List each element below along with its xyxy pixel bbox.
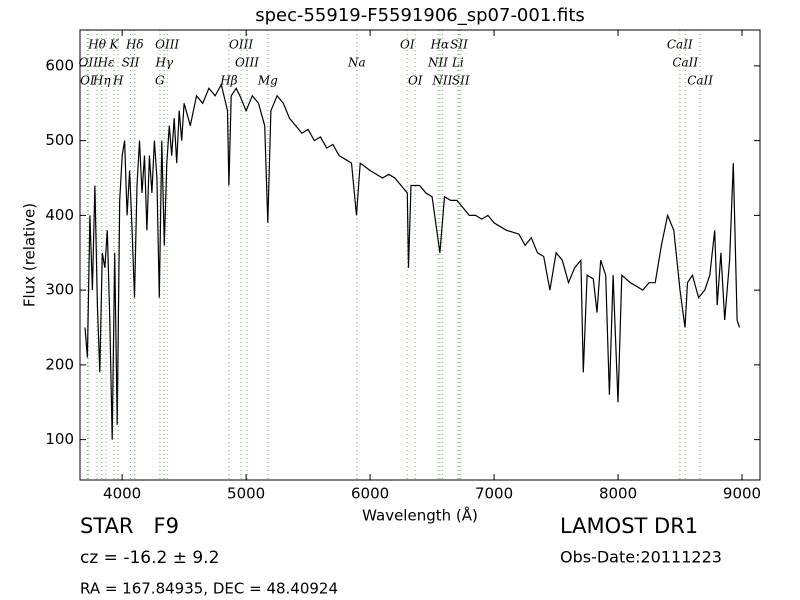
- spectral-line-label: OIII: [235, 56, 259, 70]
- y-tick-label: 100: [45, 430, 74, 448]
- x-tick-label: 5000: [227, 485, 265, 503]
- spectral-line-label: OI: [80, 74, 95, 88]
- spectral-line-label: CaII: [667, 38, 693, 52]
- spectral-line-label: CaII: [687, 74, 713, 88]
- spectral-line-label: OII: [79, 56, 99, 70]
- spectral-line-label: G: [155, 74, 165, 88]
- spectral-line-label: Hβ: [219, 74, 237, 88]
- spectral-line-label: CaII: [672, 56, 698, 70]
- coordinates: RA = 167.84935, DEC = 48.40924: [80, 580, 338, 598]
- y-axis-label: Flux (relative): [21, 203, 39, 307]
- spectral-line-label: SII: [450, 38, 468, 52]
- x-tick-label: 7000: [475, 485, 513, 503]
- spectral-line-label: NII: [431, 74, 452, 88]
- spectral-line-label: Na: [347, 56, 366, 70]
- spectral-line-label: OI: [408, 74, 423, 88]
- spectral-line-label: OIII: [155, 38, 179, 52]
- x-tick-label: 6000: [351, 485, 389, 503]
- spectral-line-label: Hε: [97, 56, 115, 70]
- spectral-line-label: OI: [400, 38, 415, 52]
- x-tick-label: 8000: [599, 485, 637, 503]
- y-tick-label: 400: [45, 206, 74, 224]
- spectral-line-label: SII: [452, 74, 470, 88]
- plot-frame: [79, 29, 761, 481]
- x-tick-label: 4000: [103, 485, 141, 503]
- spectral-line-label: NII: [427, 56, 448, 70]
- spectral-line-label: Li: [451, 56, 464, 70]
- redshift: cz = -16.2 ± 9.2: [80, 548, 219, 568]
- object-class: STAR F9: [80, 514, 179, 538]
- y-tick-label: 500: [45, 131, 74, 149]
- spectral-line-label: Hγ: [154, 56, 173, 70]
- spectral-line-label: OIII: [229, 38, 253, 52]
- spectrum-line: [84, 82, 741, 440]
- spectral-line-label: H: [112, 74, 124, 88]
- y-tick-label: 300: [45, 281, 74, 299]
- spectral-line-label: K: [108, 38, 119, 52]
- y-tick-label: 200: [45, 355, 74, 373]
- spectral-line-label: Hδ: [125, 38, 144, 52]
- survey: LAMOST DR1: [560, 514, 698, 538]
- spectral-line-label: Mg: [257, 74, 278, 88]
- spectral-line-label: Hη: [92, 74, 111, 88]
- spectral-line-label: Hθ: [87, 38, 106, 52]
- y-tick-label: 600: [45, 56, 74, 74]
- x-tick-label: 9000: [723, 485, 761, 503]
- x-axis-label: Wavelength (Å): [362, 506, 478, 525]
- chart-title: spec-55919-F5591906_sp07-001.fits: [255, 5, 585, 26]
- obs-date: Obs-Date:20111223: [560, 548, 722, 567]
- spectral-line-label: Hα: [430, 38, 450, 52]
- spectral-line-label: SII: [122, 56, 140, 70]
